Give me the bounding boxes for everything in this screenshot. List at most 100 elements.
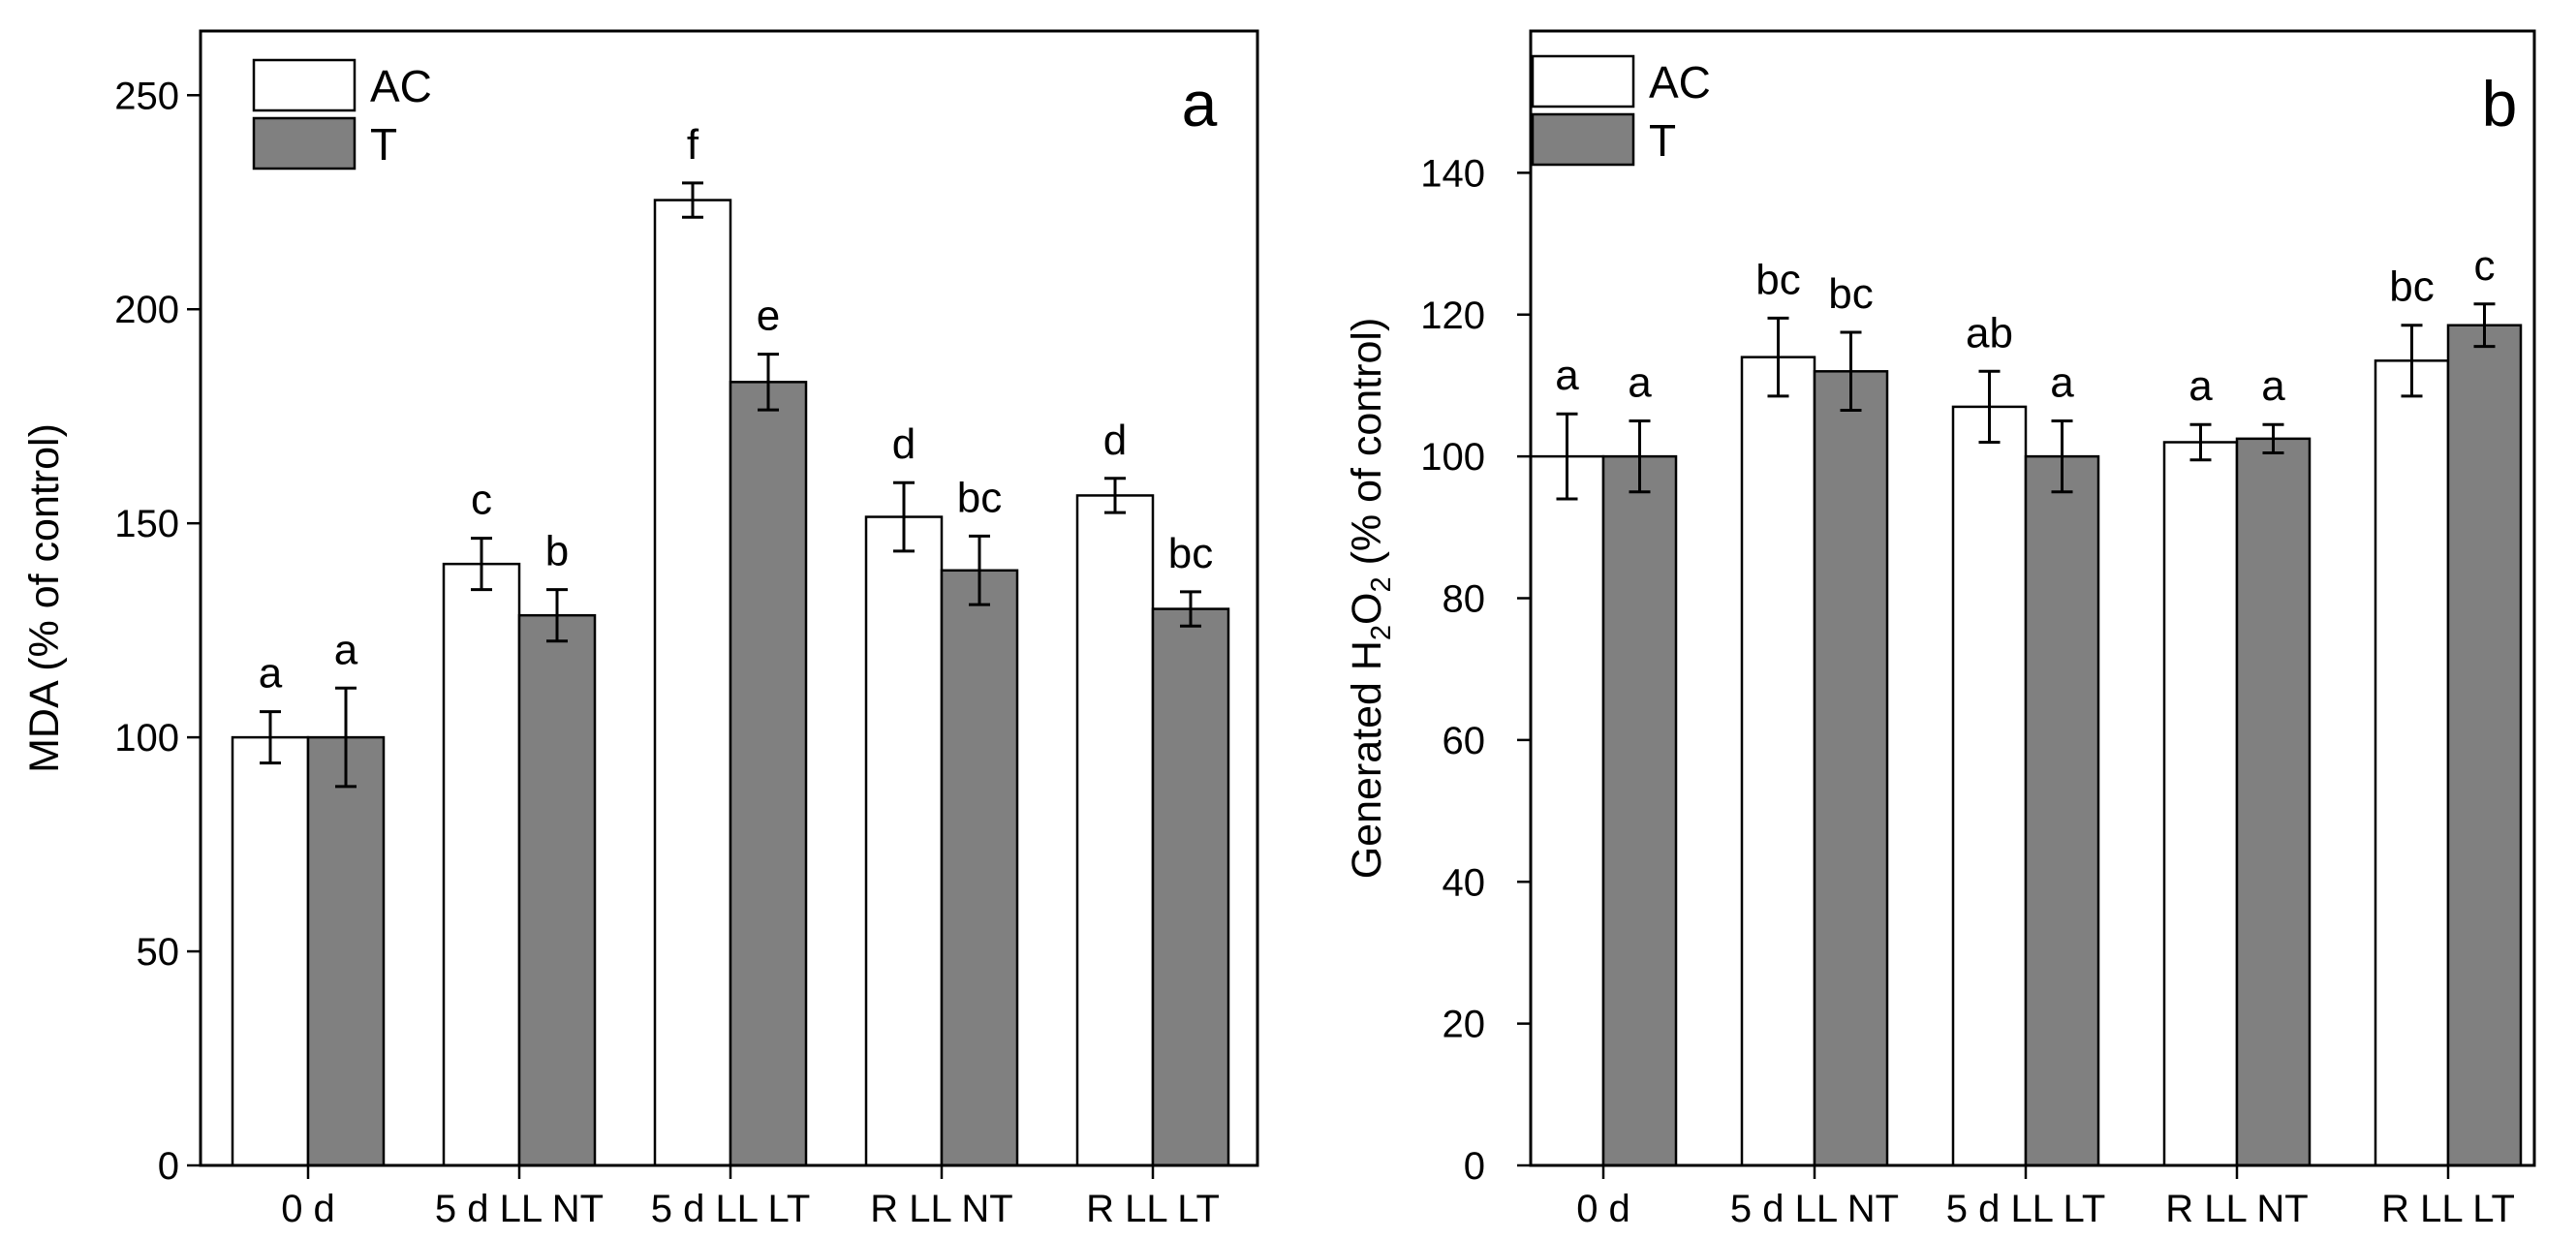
bar-ac-0 — [231, 735, 310, 1167]
error-bar-t-3 — [2262, 422, 2284, 454]
y-tick-label: 60 — [1443, 720, 1486, 762]
y-axis-label-part: 2 — [1366, 576, 1397, 592]
significance-label: c — [471, 477, 492, 524]
y-tick-label: 200 — [114, 289, 179, 331]
x-tick-label: 0 d — [281, 1188, 335, 1230]
error-bar-ac-4 — [2401, 324, 2423, 398]
y-tick-label: 0 — [1464, 1145, 1485, 1188]
y-axis-label-part: O — [1344, 592, 1390, 624]
y-axis-label: MDA (% of control) — [21, 423, 68, 773]
x-tick-label: 5 d LL LT — [1946, 1188, 2106, 1230]
significance-label: f — [687, 121, 699, 169]
error-bar-t-4 — [1180, 590, 1201, 628]
bar-t-2 — [2024, 454, 2100, 1167]
error-bar-t-2 — [2051, 419, 2073, 494]
y-tick-label: 20 — [1443, 1004, 1486, 1046]
significance-label: a — [2261, 362, 2285, 410]
y-tick-label: 250 — [114, 75, 179, 117]
y-axis-label-part: (% of control) — [1344, 318, 1390, 577]
bar-ac-4 — [2374, 359, 2450, 1167]
y-tick-label: 80 — [1443, 578, 1486, 621]
legend-swatch-t — [252, 116, 357, 170]
panel-letter: a — [1182, 68, 1218, 140]
significance-label: a — [1628, 359, 1652, 407]
significance-label: bc — [1168, 530, 1213, 577]
y-tick-label: 140 — [1420, 152, 1485, 195]
x-tick-label: R LL LT — [2381, 1188, 2515, 1230]
bar-ac-1 — [442, 562, 521, 1167]
error-bar-ac-1 — [471, 537, 492, 592]
significance-label: e — [757, 293, 780, 340]
bar-t-4 — [2446, 324, 2523, 1167]
error-bar-t-1 — [1840, 330, 1862, 413]
bar-t-1 — [1813, 370, 1889, 1167]
error-bar-t-3 — [969, 534, 990, 606]
y-tick-label: 120 — [1420, 294, 1485, 337]
panel-a-chart: a c f d d a b e bc bc 0 50 100 150 200 250 0 d 5 d LL NT 5… — [21, 29, 1259, 1230]
significance-label: a — [2050, 359, 2074, 407]
significance-label: a — [334, 626, 358, 673]
legend-label-t: T — [1649, 115, 1676, 166]
y-axis-label-part: 2 — [1366, 625, 1397, 640]
error-bar-ac-1 — [1767, 316, 1789, 398]
significance-label: ab — [1966, 309, 2013, 356]
significance-label: bc — [957, 474, 1002, 521]
bar-t-3 — [2235, 437, 2312, 1167]
x-tick-label: R LL NT — [2165, 1188, 2308, 1230]
legend-swatch-ac — [1531, 54, 1635, 108]
legend-label-t: T — [370, 119, 397, 170]
error-bar-t-2 — [758, 353, 779, 412]
bar-t-3 — [940, 569, 1019, 1167]
error-bar-t-4 — [2473, 302, 2496, 349]
legend-label-ac: AC — [1649, 57, 1711, 108]
bar-t-4 — [1151, 607, 1230, 1167]
bar-ac-4 — [1075, 494, 1155, 1167]
bar-t-0 — [1601, 454, 1678, 1167]
error-bar-ac-0 — [1556, 412, 1578, 501]
legend-swatch-ac — [252, 58, 357, 112]
y-axis-label: Generated H2O2 (% of control) — [1344, 318, 1397, 880]
legend-swatch-t — [1531, 112, 1635, 167]
significance-label: a — [2188, 362, 2213, 410]
error-bar-ac-2 — [1978, 369, 2001, 444]
y-tick-label: 100 — [114, 717, 179, 760]
bar-ac-1 — [1740, 356, 1816, 1167]
x-tick-label: 5 d LL NT — [435, 1188, 604, 1230]
y-axis-label-part: Generated H — [1344, 640, 1390, 879]
significance-label: c — [2474, 242, 2496, 290]
bar-ac-2 — [653, 199, 732, 1167]
significance-label: d — [892, 420, 916, 468]
significance-label: bc — [1828, 270, 1873, 318]
error-bar-ac-4 — [1104, 477, 1126, 514]
error-bar-ac-3 — [2189, 422, 2212, 462]
x-tick-label: 5 d LL NT — [1730, 1188, 1899, 1230]
significance-label: b — [545, 528, 569, 575]
y-tick-label: 0 — [158, 1145, 179, 1188]
significance-label: a — [259, 650, 283, 698]
y-tick-label: 40 — [1443, 861, 1486, 904]
significance-label: bc — [2389, 264, 2434, 311]
x-tick-label: 0 d — [1576, 1188, 1630, 1230]
significance-label: a — [1555, 352, 1579, 399]
error-bar-ac-2 — [682, 181, 703, 219]
error-bar-ac-0 — [260, 710, 281, 765]
panel-letter: b — [2482, 68, 2518, 140]
x-tick-label: 5 d LL LT — [651, 1188, 811, 1230]
significance-label: bc — [1755, 256, 1800, 303]
error-bar-t-0 — [1629, 419, 1651, 494]
error-bar-t-0 — [335, 686, 357, 789]
x-tick-label: R LL NT — [870, 1188, 1012, 1230]
legend-label-ac: AC — [370, 61, 432, 111]
y-tick-label: 50 — [137, 931, 180, 974]
bar-ac-3 — [864, 515, 944, 1167]
bar-t-1 — [517, 613, 597, 1167]
error-bar-t-1 — [546, 588, 568, 643]
significance-label: d — [1103, 417, 1127, 464]
y-tick-label: 150 — [114, 503, 179, 545]
plot-frame — [199, 29, 1259, 1167]
bar-ac-2 — [1951, 405, 2028, 1167]
bar-ac-0 — [1529, 454, 1605, 1167]
bar-ac-3 — [2162, 441, 2239, 1167]
